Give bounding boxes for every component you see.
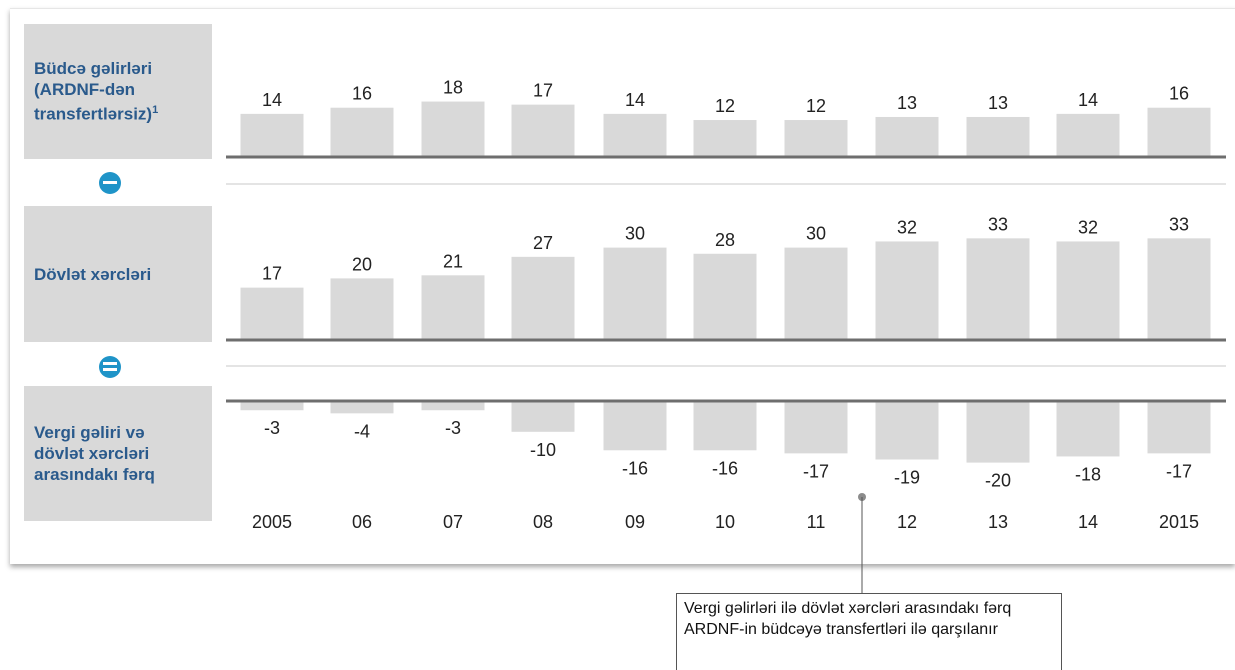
bar-expenditure-06 <box>330 278 394 340</box>
data-label: -17 <box>803 461 829 481</box>
revenue-label-line2: (ARDNF-dən <box>34 80 136 100</box>
x-tick-label: 09 <box>625 512 645 532</box>
bar-expenditure-12 <box>875 241 939 340</box>
data-label: 17 <box>262 264 282 284</box>
bar-revenue-14 <box>1056 113 1120 157</box>
x-tick-label: 13 <box>988 512 1008 532</box>
bar-revenue-06 <box>330 107 394 157</box>
data-label: 13 <box>897 93 917 113</box>
data-label: 30 <box>806 224 826 244</box>
bar-expenditure-2015 <box>1147 238 1211 340</box>
bar-gap-08 <box>511 401 575 432</box>
expenditure-label: Dövlət xərcləri <box>24 206 212 342</box>
x-tick-label: 08 <box>533 512 553 532</box>
data-label: 28 <box>715 230 735 250</box>
x-tick-label: 2015 <box>1159 512 1199 532</box>
bar-gap-07 <box>421 401 485 411</box>
x-tick-label: 11 <box>807 512 826 532</box>
bar-revenue-13 <box>966 116 1030 157</box>
gap-label-line3: arasındakı fərq <box>34 465 155 484</box>
x-tick-label: 14 <box>1078 512 1098 532</box>
x-tick-label: 12 <box>897 512 917 532</box>
bar-gap-13 <box>966 401 1030 463</box>
data-label: -18 <box>1075 464 1101 484</box>
bar-revenue-08 <box>511 104 575 157</box>
bar-expenditure-2005 <box>240 287 304 340</box>
data-label: 30 <box>625 224 645 244</box>
minus-circle-icon <box>99 172 121 194</box>
bar-gap-10 <box>693 401 757 451</box>
footnote-marker: 1 <box>152 104 159 117</box>
bar-revenue-11 <box>784 120 848 157</box>
data-label: 14 <box>262 90 282 110</box>
data-label: 27 <box>533 233 553 253</box>
bar-gap-06 <box>330 401 394 414</box>
gap-label-line2: dövlət xərcləri <box>34 444 150 463</box>
data-label: 32 <box>897 217 917 237</box>
annotation-box: Vergi gəlirləri ilə dövlət xərcləri aras… <box>676 593 1062 670</box>
data-label: -20 <box>985 471 1011 491</box>
data-label: 12 <box>715 96 735 116</box>
x-tick-label: 2005 <box>252 512 292 532</box>
bar-expenditure-13 <box>966 238 1030 340</box>
bar-expenditure-11 <box>784 247 848 340</box>
revenue-label: Büdcə gəlirləri (ARDNF-dən transfertlərs… <box>24 24 212 159</box>
x-tick-label: 07 <box>443 512 463 532</box>
revenue-label-line3: transfertlərsiz)1 <box>34 100 158 125</box>
bar-gap-12 <box>875 401 939 460</box>
data-label: -16 <box>622 458 648 478</box>
data-label: 33 <box>988 214 1008 234</box>
data-label: -3 <box>445 418 461 438</box>
bar-gap-2005 <box>240 401 304 411</box>
data-label: 20 <box>352 254 372 274</box>
data-label: -3 <box>264 418 280 438</box>
gap-label-line1: Vergi gəliri və <box>34 423 145 442</box>
data-label: 18 <box>443 78 463 98</box>
bar-revenue-2015 <box>1147 107 1211 157</box>
data-label: -19 <box>894 468 920 488</box>
data-label: -10 <box>530 440 556 460</box>
data-label: 12 <box>806 96 826 116</box>
bar-expenditure-07 <box>421 275 485 340</box>
revenue-label-line1: Büdcə gəlirləri <box>34 59 153 79</box>
data-label: 14 <box>625 90 645 110</box>
bar-expenditure-09 <box>603 247 667 340</box>
bar-revenue-09 <box>603 113 667 157</box>
bar-gap-11 <box>784 401 848 454</box>
data-label: 21 <box>443 251 463 271</box>
bar-revenue-10 <box>693 120 757 157</box>
x-tick-label: 10 <box>715 512 735 532</box>
bar-gap-14 <box>1056 401 1120 457</box>
gap-label: Vergi gəliri və dövlət xərcləri arasında… <box>24 386 212 521</box>
bar-gap-2015 <box>1147 401 1211 454</box>
bar-expenditure-14 <box>1056 241 1120 340</box>
bar-revenue-07 <box>421 101 485 157</box>
expenditure-label-text: Dövlət xərcləri <box>34 264 152 284</box>
bar-gap-09 <box>603 401 667 451</box>
data-label: 16 <box>1169 84 1189 104</box>
bar-revenue-12 <box>875 116 939 157</box>
data-label: -4 <box>354 421 370 441</box>
data-label: 16 <box>352 84 372 104</box>
data-label: -16 <box>712 458 738 478</box>
data-label: -17 <box>1166 461 1192 481</box>
equals-circle-icon <box>99 356 121 378</box>
data-label: 13 <box>988 93 1008 113</box>
bar-expenditure-10 <box>693 253 757 340</box>
data-label: 17 <box>533 81 553 101</box>
data-label: 14 <box>1078 90 1098 110</box>
bar-revenue-2005 <box>240 113 304 157</box>
data-label: 32 <box>1078 217 1098 237</box>
x-tick-label: 06 <box>352 512 372 532</box>
bar-expenditure-08 <box>511 256 575 340</box>
data-label: 33 <box>1169 214 1189 234</box>
revenue-label-line3-text: transfertlərsiz) <box>34 104 153 124</box>
